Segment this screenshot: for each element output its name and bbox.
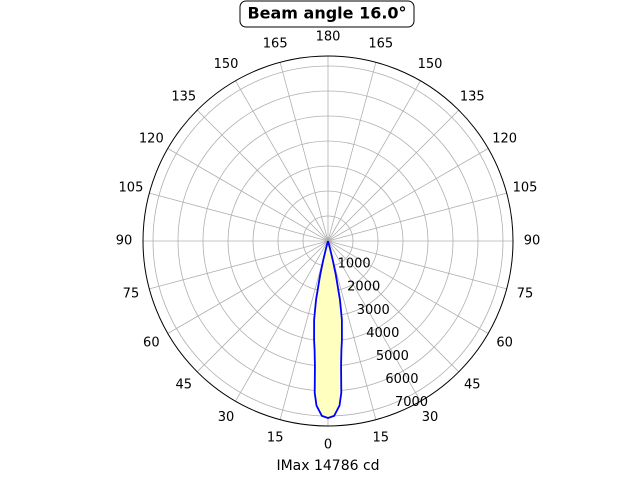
r-tick-label: 7000 xyxy=(395,395,428,410)
beam-fill xyxy=(314,241,342,418)
grid-spoke xyxy=(327,240,507,290)
grid-spoke xyxy=(149,192,329,242)
grid-spoke xyxy=(279,62,329,242)
theta-tick-label: 165 xyxy=(263,36,288,51)
theta-tick-label: 150 xyxy=(214,57,239,72)
r-tick-label: 4000 xyxy=(366,326,399,341)
grid-spoke xyxy=(167,148,329,242)
theta-tick-label: 90 xyxy=(116,234,133,249)
theta-tick-label: 60 xyxy=(496,336,513,351)
theta-tick-label: 105 xyxy=(119,181,144,196)
theta-tick-label: 15 xyxy=(267,431,284,446)
x-axis-label: IMax 14786 cd xyxy=(276,458,379,474)
theta-tick-label: 0 xyxy=(324,438,332,453)
theta-tick-label: 75 xyxy=(123,286,140,301)
grid-spoke xyxy=(279,240,329,420)
theta-tick-label: 120 xyxy=(492,132,517,147)
theta-tick-label: 135 xyxy=(460,89,485,104)
theta-tick-label: 150 xyxy=(418,57,443,72)
grid-spoke xyxy=(327,80,421,242)
theta-tick-label: 90 xyxy=(524,234,541,249)
theta-tick-label: 75 xyxy=(517,286,534,301)
theta-tick-label: 30 xyxy=(218,410,235,425)
r-tick-label: 6000 xyxy=(385,372,418,387)
grid-spoke xyxy=(196,109,329,242)
title-box xyxy=(239,0,415,28)
grid-spoke xyxy=(327,240,421,402)
grid-spoke xyxy=(327,240,460,373)
theta-tick-label: 45 xyxy=(175,378,192,393)
theta-tick-label: 15 xyxy=(373,431,390,446)
grid-spoke xyxy=(327,192,507,242)
grid-spoke xyxy=(327,240,377,420)
outer-circle xyxy=(142,55,514,427)
grid-spoke xyxy=(167,240,329,334)
r-tick-label: 2000 xyxy=(347,280,380,295)
beam-line xyxy=(313,240,343,419)
theta-tick-label: 135 xyxy=(171,89,196,104)
grid-spoke xyxy=(196,240,329,373)
r-tick-label: 5000 xyxy=(376,349,409,364)
theta-tick-label: 120 xyxy=(139,132,164,147)
r-tick-label: 1000 xyxy=(338,257,371,272)
theta-tick-label: 105 xyxy=(513,181,538,196)
grid-spoke xyxy=(327,148,489,242)
grid-spoke xyxy=(327,62,377,242)
theta-tick-label: 45 xyxy=(464,378,481,393)
grid-spoke xyxy=(327,109,460,242)
grid-spoke xyxy=(235,240,329,402)
grid-spoke xyxy=(149,240,329,290)
grid-spoke xyxy=(235,80,329,242)
grid-spoke xyxy=(327,240,489,334)
theta-tick-label: 165 xyxy=(368,36,393,51)
theta-tick-label: 180 xyxy=(316,30,341,45)
r-tick-label: 3000 xyxy=(357,303,390,318)
chart-title: Beam angle 16.0° xyxy=(247,4,406,23)
theta-tick-label: 60 xyxy=(143,336,160,351)
theta-tick-label: 30 xyxy=(422,410,439,425)
